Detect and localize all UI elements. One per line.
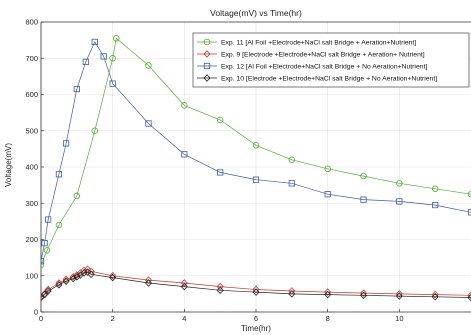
legend-entry: Exp. 9 [Electrode +Electrode+NaCl salt B… [221,51,425,58]
y-tick-label: 0 [34,308,38,317]
y-tick-label: 200 [25,235,38,244]
legend-entry: Exp. 11 [Al Foil +Electrode+NaCl salt Br… [221,39,416,46]
x-tick-label: 2 [111,314,115,323]
x-axis-label: Time(hr) [241,324,271,333]
x-tick-label: 0 [39,314,43,323]
y-tick-label: 800 [25,18,38,27]
x-tick-label: 4 [182,314,186,323]
x-tick-label: 6 [254,314,258,323]
x-tick-label: 8 [326,314,330,323]
x-tick-label: 10 [395,314,403,323]
y-tick-label: 100 [25,271,38,280]
y-tick-label: 500 [25,126,38,135]
y-tick-label: 700 [25,54,38,63]
y-axis-label: Voltage(mV) [4,143,13,187]
y-tick-label: 400 [25,163,38,172]
legend: Exp. 11 [Al Foil +Electrode+NaCl salt Br… [193,33,469,87]
chart-title: Voltage(mV) vs Time(hr) [210,8,302,18]
y-tick-label: 600 [25,90,38,99]
legend-entry: Exp. 12 [Al Foil +Electrode+NaCl salt Br… [221,63,427,70]
legend-entry: Exp. 10 [Electrode +Electrode+NaCl salt … [221,75,437,82]
y-tick-label: 300 [25,199,38,208]
